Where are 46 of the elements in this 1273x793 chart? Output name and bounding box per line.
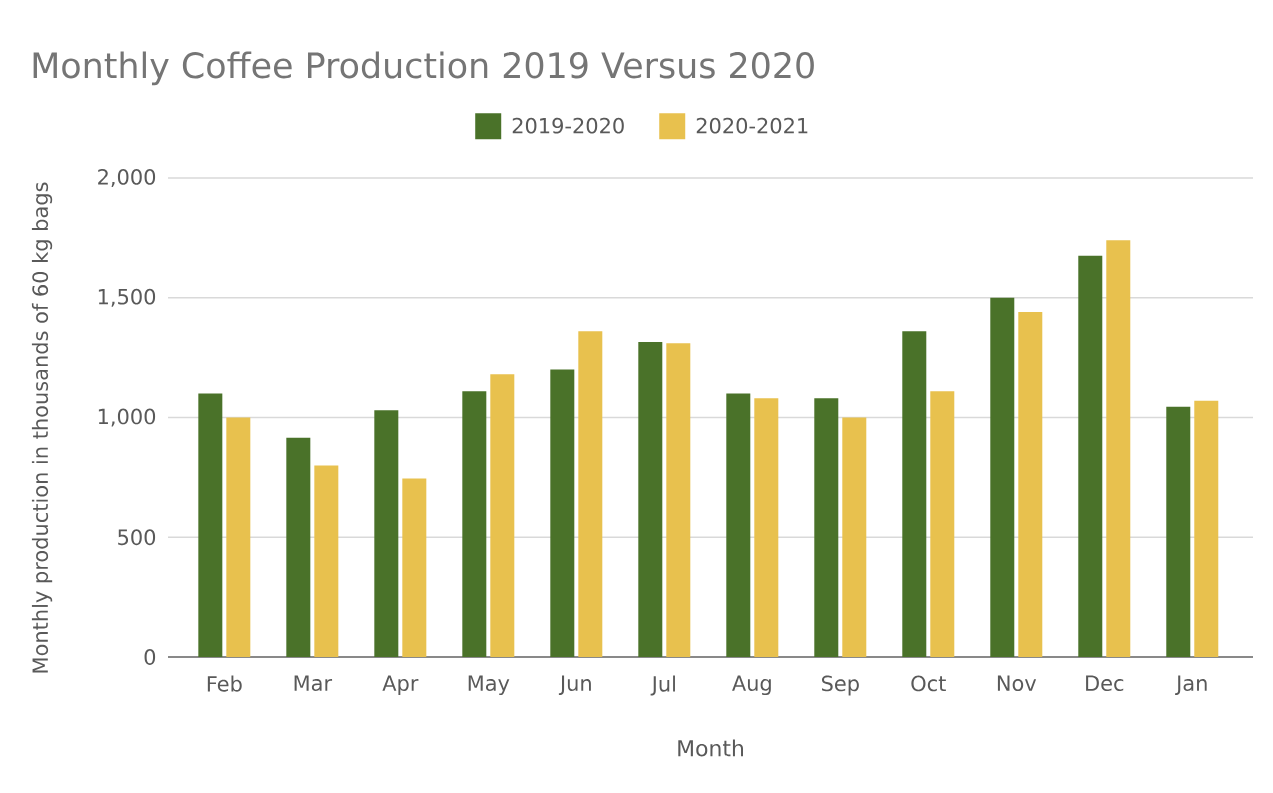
bar: [226, 417, 251, 657]
bar: [286, 437, 311, 657]
x-axis-title: Month: [678, 739, 743, 757]
y-tick-label: 500: [118, 529, 156, 546]
y-tick-label: 0: [144, 649, 156, 665]
bar: [842, 417, 867, 657]
y-tick-label: 1,500: [98, 288, 156, 307]
bar: [578, 331, 603, 657]
y-tick-label: 1,000: [98, 408, 156, 427]
x-tick-label: Feb: [207, 675, 242, 692]
x-tick-label: Apr: [382, 675, 419, 696]
chart-title: Monthly Coffee Production 2019 Versus 2020: [33, 51, 814, 86]
bar: [1194, 400, 1219, 657]
x-tick-label: Aug: [732, 675, 771, 696]
bar: [990, 297, 1015, 657]
bar: [374, 410, 399, 657]
bar: [462, 391, 487, 657]
x-tick-label: Dec: [1086, 675, 1124, 692]
x-tick-label: May: [468, 675, 510, 696]
y-axis-title: Monthly production in thousands of 60 kg bags: [31, 182, 53, 673]
bar: [1078, 255, 1103, 657]
bar: [1106, 240, 1131, 657]
x-tick-label: Sep: [821, 675, 859, 696]
bar: [930, 391, 955, 657]
bar: [814, 398, 839, 657]
x-tick-label: Nov: [997, 675, 1037, 692]
bar: [402, 478, 427, 657]
bar: [198, 393, 223, 657]
x-tick-label: Oct: [911, 675, 946, 692]
bar: [666, 343, 691, 657]
x-tick-label: Jul: [650, 675, 675, 696]
legend-label: 2020-2021: [696, 117, 808, 134]
x-tick-label: Jun: [558, 675, 591, 695]
bar: [902, 331, 927, 657]
bar: [1018, 312, 1043, 657]
bar: [550, 369, 575, 657]
bar: [754, 398, 779, 657]
y-tick-label: 2,000: [98, 169, 156, 187]
bar: [638, 342, 663, 657]
bar: [314, 465, 339, 657]
bar: [1166, 406, 1191, 657]
x-tick-label: Mar: [294, 675, 333, 692]
bar: [726, 393, 751, 657]
x-tick-label: Jan: [1175, 675, 1207, 695]
bar: [490, 374, 515, 657]
legend-label: 2019-2020: [512, 117, 624, 134]
